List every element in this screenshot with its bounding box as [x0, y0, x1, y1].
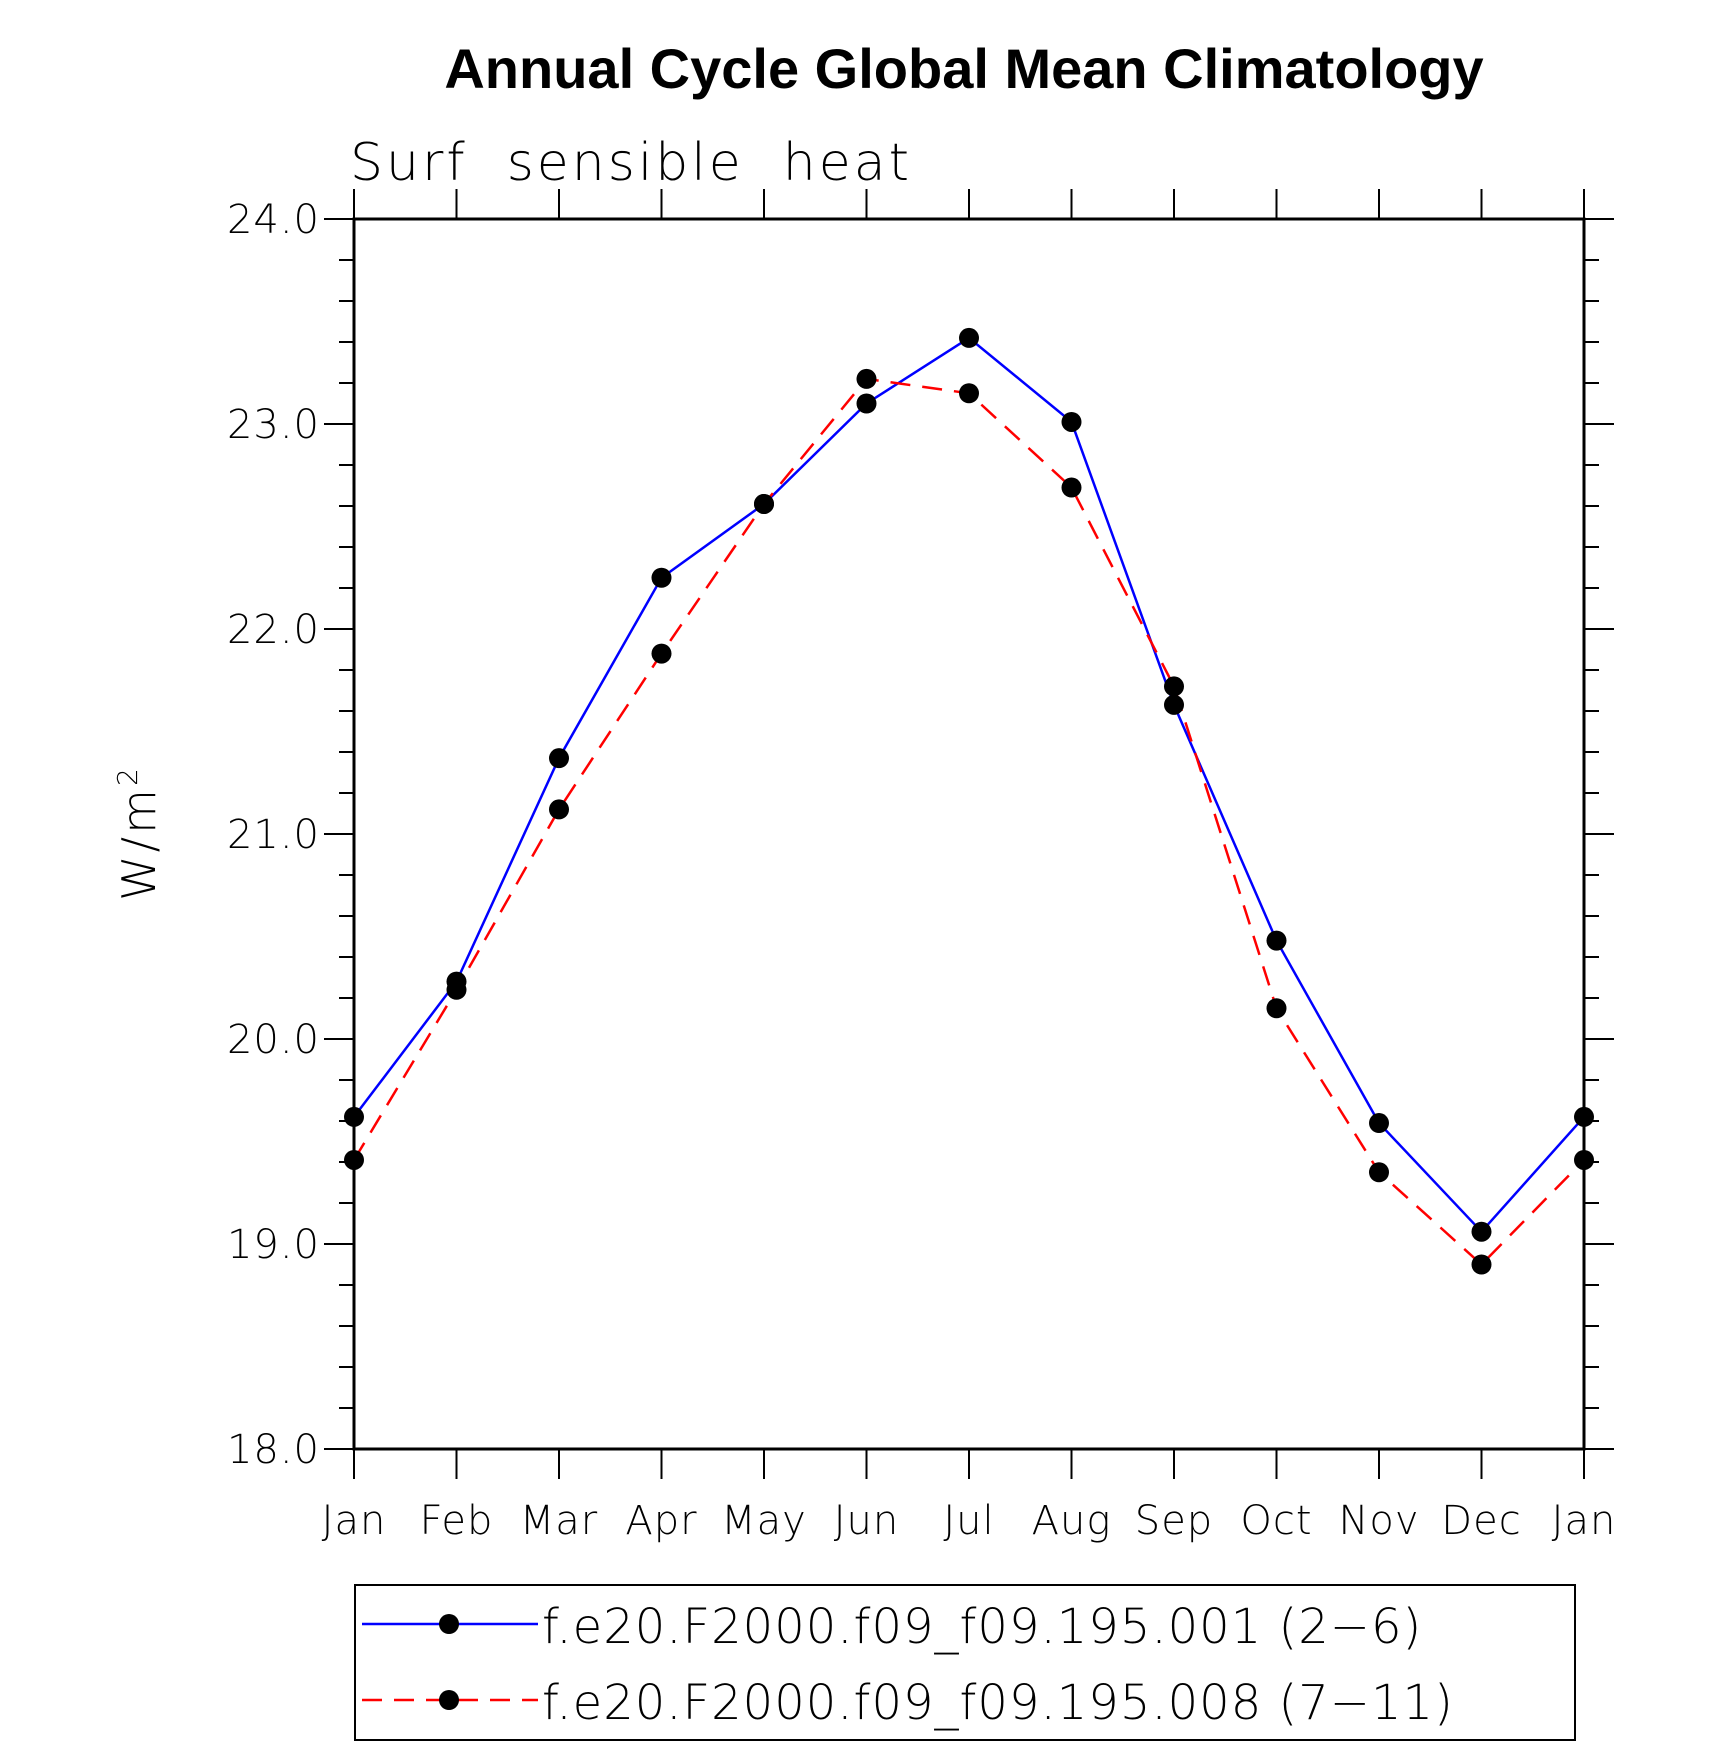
- y-axis-ticks: 18.0 19.0 20.0 21.0 22.0 23.0 24.0: [227, 197, 1614, 1473]
- x-tick-label: Nov: [1338, 1498, 1419, 1544]
- series-1-point: [959, 327, 979, 348]
- series-2-point: [446, 979, 467, 1000]
- y-tick-label: 22.0: [227, 607, 320, 653]
- series-2-point: [959, 383, 979, 404]
- series-2-point: [344, 1149, 364, 1170]
- y-tick-label: 20.0: [227, 1017, 320, 1063]
- series-2-point: [1164, 676, 1184, 697]
- series-2-point: [651, 643, 672, 664]
- y-axis-label: W/m2: [111, 765, 166, 901]
- legend-label-series-2: f.e20.F2000.f09_f09.195.008 (7−11): [542, 1675, 1454, 1731]
- y-tick-label: 18.0: [227, 1427, 320, 1473]
- series-2-point: [856, 368, 877, 389]
- x-tick-label: Dec: [1441, 1498, 1521, 1544]
- series-1-point: [344, 1106, 364, 1127]
- series-1-point: [549, 748, 569, 769]
- x-tick-label: Feb: [420, 1498, 494, 1544]
- series-1-point: [1574, 1106, 1594, 1127]
- legend-label-series-1: f.e20.F2000.f09_f09.195.001 (2−6): [542, 1599, 1422, 1655]
- y-tick-label: 24.0: [227, 197, 320, 243]
- series-1-point: [651, 567, 672, 588]
- legend-marker-series-1: [439, 1614, 459, 1634]
- x-tick-label: Sep: [1135, 1498, 1213, 1544]
- y-tick-label: 21.0: [227, 812, 320, 858]
- y-tick-label: 19.0: [227, 1222, 320, 1268]
- x-tick-label: Jul: [943, 1498, 994, 1544]
- legend: f.e20.F2000.f09_f09.195.001 (2−6) f.e20.…: [354, 1584, 1576, 1741]
- series-2-point: [754, 493, 774, 514]
- x-tick-label: Jan: [322, 1498, 387, 1544]
- series-line-1: [353, 336, 1585, 1234]
- series-1-point: [1369, 1113, 1389, 1134]
- chart-title: Annual Cycle Global Mean Climatology: [444, 37, 1483, 100]
- plot-frame: [352, 217, 1586, 1451]
- x-tick-label: Aug: [1032, 1498, 1112, 1544]
- series-1-point: [1164, 694, 1184, 715]
- series-2-point: [549, 799, 569, 820]
- x-tick-label: Oct: [1240, 1498, 1312, 1544]
- series-2-point: [1061, 477, 1082, 498]
- series-1-point: [1471, 1221, 1492, 1242]
- x-tick-label: May: [721, 1498, 807, 1544]
- chart-subtitle: Surf sensible heat: [350, 133, 912, 193]
- series-2-point: [1574, 1149, 1594, 1170]
- legend-box: [354, 1584, 1576, 1741]
- y-axis-label-main: W/m: [112, 786, 166, 901]
- series-2-point: [1369, 1162, 1389, 1183]
- series-2-point: [1266, 998, 1287, 1019]
- x-axis-ticks: Jan Feb Mar Apr May Jun Jul Aug Sep Oct Nov Dec Jan: [322, 189, 1617, 1544]
- series-line-2: [352, 377, 1585, 1267]
- x-tick-label: Mar: [520, 1498, 598, 1544]
- series-1-point: [856, 393, 877, 414]
- data-series: [344, 327, 1594, 1275]
- x-tick-label: Jan: [1552, 1498, 1617, 1544]
- x-tick-label: Apr: [625, 1498, 697, 1544]
- series-1-point: [1266, 930, 1287, 951]
- plot-border: [352, 217, 1586, 1451]
- x-tick-label: Jun: [834, 1498, 900, 1544]
- series-1-point: [1061, 411, 1082, 432]
- y-axis-label-superscript: 2: [111, 765, 144, 786]
- y-tick-label: 23.0: [227, 402, 320, 448]
- legend-marker-series-2: [439, 1690, 459, 1710]
- series-2-point: [1471, 1254, 1492, 1275]
